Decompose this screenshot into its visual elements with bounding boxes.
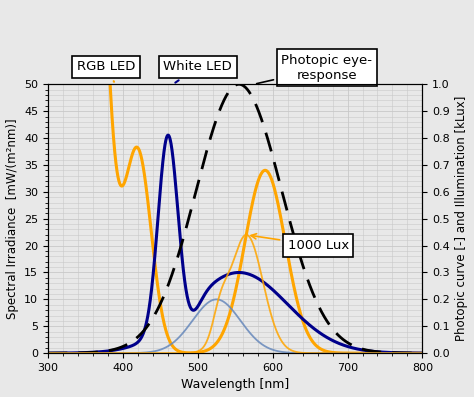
Y-axis label: Spectral Irradiance  [mW/(m²nm)]: Spectral Irradiance [mW/(m²nm)]	[6, 118, 18, 319]
Text: 1000 Lux: 1000 Lux	[251, 234, 349, 252]
Y-axis label: Photopic curve [-] and Illumination [kLux]: Photopic curve [-] and Illumination [kLu…	[456, 96, 468, 341]
Text: Photopic eye-
response: Photopic eye- response	[256, 54, 373, 84]
Text: White LED: White LED	[164, 60, 232, 83]
Text: RGB LED: RGB LED	[77, 60, 135, 82]
X-axis label: Wavelength [nm]: Wavelength [nm]	[181, 378, 289, 391]
